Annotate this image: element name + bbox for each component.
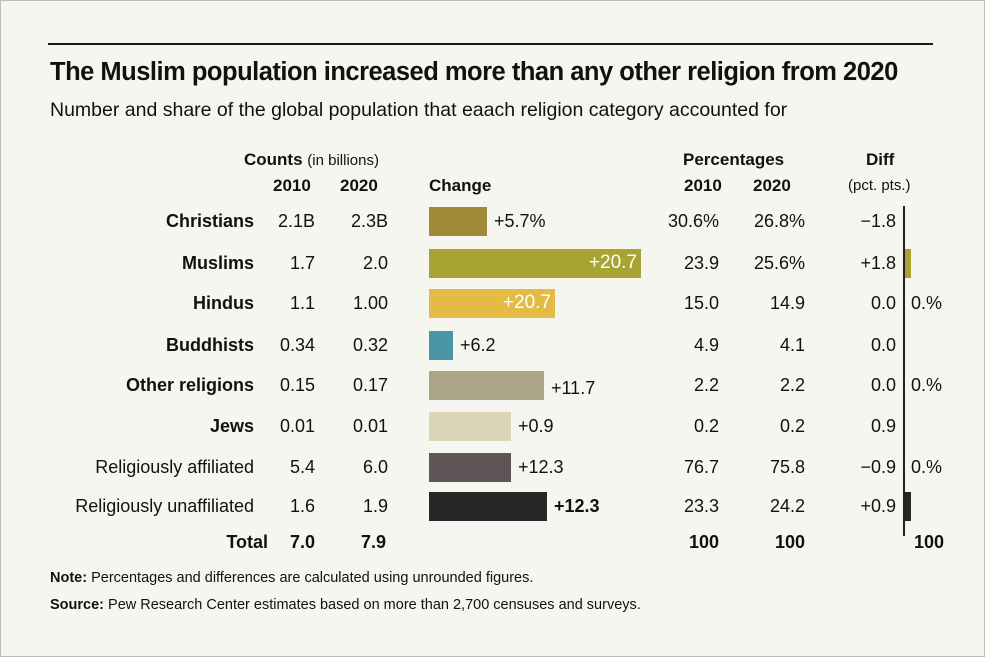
count-2010-value: 0.15 xyxy=(279,375,315,395)
percentages-year-2010: 2010 xyxy=(684,176,722,195)
source-text: Pew Research Center estimates based on m… xyxy=(108,597,641,613)
diff-bar xyxy=(905,492,911,521)
row-label: Hindus xyxy=(193,293,254,313)
pct-2010-value: 30.6% xyxy=(667,211,719,231)
count-2020-value: 0.17 xyxy=(352,375,388,395)
diff-extra-label: 0.% xyxy=(911,375,943,395)
pct-2020-value: 4.1 xyxy=(779,335,805,355)
percentages-header: Percentages xyxy=(683,150,785,169)
change-value-label: +20.7 xyxy=(588,252,637,273)
row-label: Muslims xyxy=(181,253,254,273)
change-bar xyxy=(429,207,487,236)
diff-extra-label: 0.% xyxy=(911,293,943,313)
change-value-label: +0.9 xyxy=(518,416,554,436)
diff-value: 0.9 xyxy=(870,416,896,436)
count-2010-value: 1.7 xyxy=(289,253,315,273)
change-value-label: +11.7 xyxy=(551,378,596,398)
change-bar xyxy=(429,249,641,278)
count-2010-value: 2.1B xyxy=(277,211,315,231)
diff-value: −1.8 xyxy=(860,211,896,231)
counts-header: Counts (in billions) xyxy=(244,150,379,170)
note: Note: Percentages and differences are ca… xyxy=(50,570,533,586)
pct-2020-value: 2.2 xyxy=(779,375,805,395)
pct-2020-value: 24.2 xyxy=(769,496,805,516)
row-label: Buddhists xyxy=(166,335,254,355)
count-2010-value: 5.4 xyxy=(289,457,315,477)
total-diff: 100 xyxy=(913,532,944,552)
count-2010-value: 0.01 xyxy=(279,416,315,436)
diff-value: 0.0 xyxy=(870,375,896,395)
count-2020-value: 0.01 xyxy=(352,416,388,436)
count-2010-value: 1.6 xyxy=(289,496,315,516)
count-2020-value: 1.9 xyxy=(362,496,388,516)
pct-2020-value: 26.8% xyxy=(753,211,805,231)
pct-2010-value: 4.9 xyxy=(693,335,719,355)
change-bar xyxy=(429,289,555,318)
diff-value: +0.9 xyxy=(860,496,896,516)
diff-extra-label: 0.% xyxy=(911,457,943,477)
pct-2010-value: 23.9 xyxy=(683,253,719,273)
change-value-label: +20.7 xyxy=(502,292,551,313)
diff-value: 0.0 xyxy=(870,335,896,355)
count-2010-value: 1.1 xyxy=(289,293,315,313)
count-2020-value: 2.0 xyxy=(362,253,388,273)
change-bar xyxy=(429,412,511,441)
total-count-2010: 7.0 xyxy=(289,532,315,552)
total-pct-2020: 100 xyxy=(774,532,805,552)
source-label: Source: xyxy=(50,597,104,613)
pct-2010-value: 0.2 xyxy=(693,416,719,436)
pct-2020-value: 75.8 xyxy=(769,457,805,477)
change-bar xyxy=(429,331,453,360)
diff-axis-line xyxy=(903,206,905,536)
total-label: Total xyxy=(226,532,268,552)
chart-subtitle: Number and share of the global populatio… xyxy=(50,99,788,121)
row-label: Other religions xyxy=(125,375,254,395)
diff-value: +1.8 xyxy=(860,253,896,273)
count-2020-value: 6.0 xyxy=(362,457,388,477)
chart-title: The Muslim population increased more tha… xyxy=(50,58,898,86)
count-2020-value: 1.00 xyxy=(352,293,388,313)
diff-value: 0.0 xyxy=(870,293,896,313)
diff-bar xyxy=(905,249,911,278)
source: Source: Pew Research Center estimates ba… xyxy=(50,597,641,613)
row-label: Jews xyxy=(209,416,254,436)
pct-2020-value: 14.9 xyxy=(769,293,805,313)
pct-2010-value: 23.3 xyxy=(683,496,719,516)
row-label: Religiously unaffiliated xyxy=(75,496,254,516)
change-bar xyxy=(429,453,511,482)
change-value-label: +12.3 xyxy=(554,496,600,516)
count-2020-value: 2.3B xyxy=(350,211,388,231)
note-label: Note: xyxy=(50,570,88,586)
count-2010-value: 0.34 xyxy=(279,335,315,355)
pct-2020-value: 25.6% xyxy=(753,253,805,273)
count-2020-value: 0.32 xyxy=(352,335,388,355)
change-bar xyxy=(429,371,544,400)
change-value-label: +6.2 xyxy=(460,335,496,355)
percentages-year-2020: 2020 xyxy=(753,176,791,195)
row-label: Religiously affiliated xyxy=(95,457,254,477)
counts-unit-label: (in billions) xyxy=(307,152,379,169)
row-label: Christians xyxy=(165,211,254,231)
counts-header-label: Counts xyxy=(244,150,303,169)
diff-unit-label: (pct. pts.) xyxy=(848,177,911,194)
counts-year-2010: 2010 xyxy=(273,176,311,195)
pct-2020-value: 0.2 xyxy=(779,416,805,436)
change-header: Change xyxy=(429,176,492,195)
change-value-label: +12.3 xyxy=(518,457,564,477)
change-value-label: +5.7% xyxy=(494,211,546,231)
pct-2010-value: 2.2 xyxy=(693,375,719,395)
note-text: Percentages and differences are calculat… xyxy=(91,570,534,586)
pct-2010-value: 15.0 xyxy=(683,293,719,313)
change-bar xyxy=(429,492,547,521)
pct-2010-value: 76.7 xyxy=(683,457,719,477)
diff-header: Diff xyxy=(866,150,895,169)
total-count-2020: 7.9 xyxy=(360,532,386,552)
top-rule xyxy=(48,43,933,45)
diff-value: −0.9 xyxy=(860,457,896,477)
total-pct-2010: 100 xyxy=(688,532,719,552)
counts-year-2020: 2020 xyxy=(340,176,378,195)
